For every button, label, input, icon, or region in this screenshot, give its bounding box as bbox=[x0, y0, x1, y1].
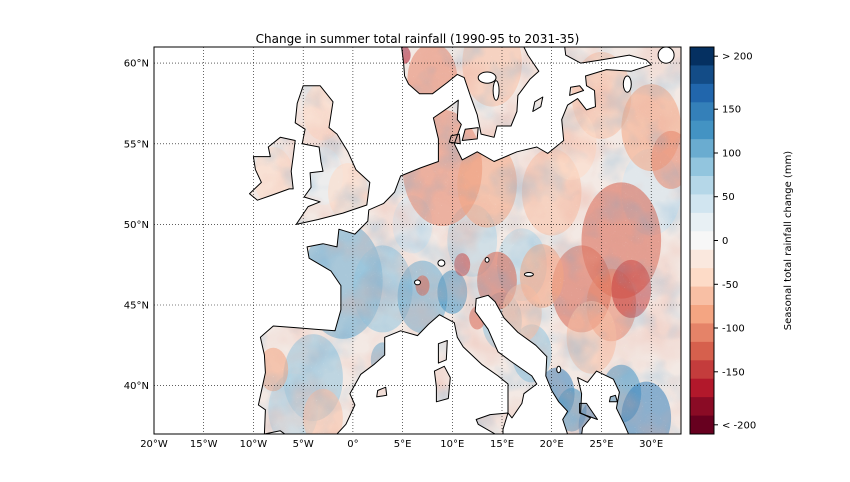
colorbar-bin bbox=[690, 397, 714, 416]
lake-outline bbox=[437, 259, 446, 267]
sardinia-landmass-coastline bbox=[433, 365, 451, 403]
latitude-tick-labels: 60°N 55°N 50°N 45°N 40°N bbox=[124, 59, 149, 393]
latitude-tick-label: 60°N bbox=[124, 59, 149, 70]
colorbar-bin bbox=[690, 176, 714, 195]
colorbar-bin bbox=[690, 249, 714, 269]
latitude-tick-label: 50°N bbox=[124, 220, 149, 231]
longitude-tick-label: 10°E bbox=[440, 439, 464, 450]
lesbos-landmass-coastline bbox=[608, 394, 618, 403]
colorbar-tick-label: < -200 bbox=[722, 420, 756, 431]
colorbar-tick-label: 50 bbox=[722, 192, 735, 203]
saaremaa-landmass-coastline bbox=[569, 85, 585, 96]
longitude-tick-labels: 20°W 15°W 10°W 5°W 0° 5°E 10°E 15°E 20°E 25°E 30°E bbox=[140, 439, 663, 450]
map-frame bbox=[153, 46, 682, 435]
colorbar-bin bbox=[690, 286, 714, 306]
lake-outline bbox=[484, 257, 490, 263]
longitude-tick-label: 5°E bbox=[394, 439, 412, 450]
zealand-landmass-coastline bbox=[461, 127, 479, 141]
colorbar-bin bbox=[690, 378, 714, 398]
ireland-landmass-coastline bbox=[249, 136, 296, 201]
colorbar-bin bbox=[690, 268, 714, 287]
funen-landmass-coastline bbox=[448, 133, 461, 145]
colorbar-tick-label: -150 bbox=[722, 367, 745, 378]
colorbar-bin bbox=[690, 194, 714, 214]
mallorca-landmass-coastline bbox=[376, 386, 388, 398]
longitude-tick-label: 30°E bbox=[639, 439, 663, 450]
graticule bbox=[154, 47, 681, 434]
colorbar-bin bbox=[690, 102, 714, 122]
latitude-tick-label: 45°N bbox=[124, 301, 149, 312]
sicily-landmass-coastline bbox=[475, 412, 509, 434]
crete-landmass-fill bbox=[587, 457, 615, 465]
colorbar-tick-label: -50 bbox=[722, 280, 738, 291]
corsica-landmass-coastline bbox=[437, 340, 448, 364]
latitude-tick-label: 40°N bbox=[124, 381, 149, 392]
colorbar-bin bbox=[690, 360, 714, 380]
colorbar-bin bbox=[690, 120, 714, 140]
colorbar-tick-label: > 200 bbox=[722, 52, 753, 63]
colorbar-bin bbox=[690, 231, 714, 251]
gotland-landmass-coastline bbox=[532, 96, 544, 112]
colorbar-bin bbox=[690, 212, 714, 232]
lake-outline bbox=[492, 80, 500, 101]
colorbar-tick-label: 150 bbox=[722, 105, 741, 116]
lake-outline bbox=[523, 272, 534, 277]
scandinavia-landmass-coastline bbox=[401, 47, 540, 138]
colorbar-bin bbox=[690, 83, 714, 103]
longitude-tick-label: 20°W bbox=[140, 439, 168, 450]
longitude-tick-label: 15°W bbox=[190, 439, 218, 450]
cyprus-west-landmass-fill bbox=[674, 463, 681, 473]
colorbar-bin bbox=[690, 341, 714, 361]
longitude-tick-label: 5°W bbox=[293, 439, 314, 450]
great-britain-landmass-coastline bbox=[294, 85, 371, 225]
colorbar-tick-label: -100 bbox=[722, 324, 745, 335]
longitude-tick-label: 25°E bbox=[589, 439, 613, 450]
colorbar-bin bbox=[690, 305, 714, 324]
colorbar-bin bbox=[690, 139, 714, 158]
colorbar-bin bbox=[690, 65, 714, 85]
colorbar-bin bbox=[690, 47, 714, 66]
colorbar-bin bbox=[690, 157, 714, 177]
evia-landmass-coastline bbox=[579, 402, 598, 420]
colorbar-bin bbox=[690, 415, 714, 435]
map-title: Change in summer total rainfall (1990-95… bbox=[255, 32, 580, 46]
map-area bbox=[153, 46, 682, 473]
lake-outline bbox=[414, 279, 421, 286]
colorbar-tick-label: 100 bbox=[722, 149, 741, 160]
lake-outline bbox=[477, 71, 497, 84]
longitude-tick-label: 15°E bbox=[490, 439, 514, 450]
coastlines bbox=[249, 47, 681, 473]
colorbar-bin bbox=[690, 323, 714, 343]
lake-outline bbox=[622, 75, 632, 93]
colorbar-tick-label: 0 bbox=[722, 236, 728, 247]
colorbar: > 200 150 100 50 0 -50 -100 -150 < -200 Seasonal … bbox=[689, 46, 794, 435]
cyprus-west-landmass-coastline bbox=[674, 463, 681, 473]
colorbar-title: Seasonal total rainfall change (mm) bbox=[783, 151, 794, 331]
longitude-tick-label: 10°W bbox=[240, 439, 268, 450]
latitude-tick-label: 55°N bbox=[124, 139, 149, 150]
lake-outline bbox=[556, 365, 562, 374]
crete-landmass-coastline bbox=[587, 457, 615, 465]
longitude-tick-label: 20°E bbox=[540, 439, 564, 450]
longitude-tick-label: 0° bbox=[347, 439, 358, 450]
lake-outline bbox=[657, 47, 675, 64]
continental-europe-landmass-coastline bbox=[257, 47, 681, 434]
